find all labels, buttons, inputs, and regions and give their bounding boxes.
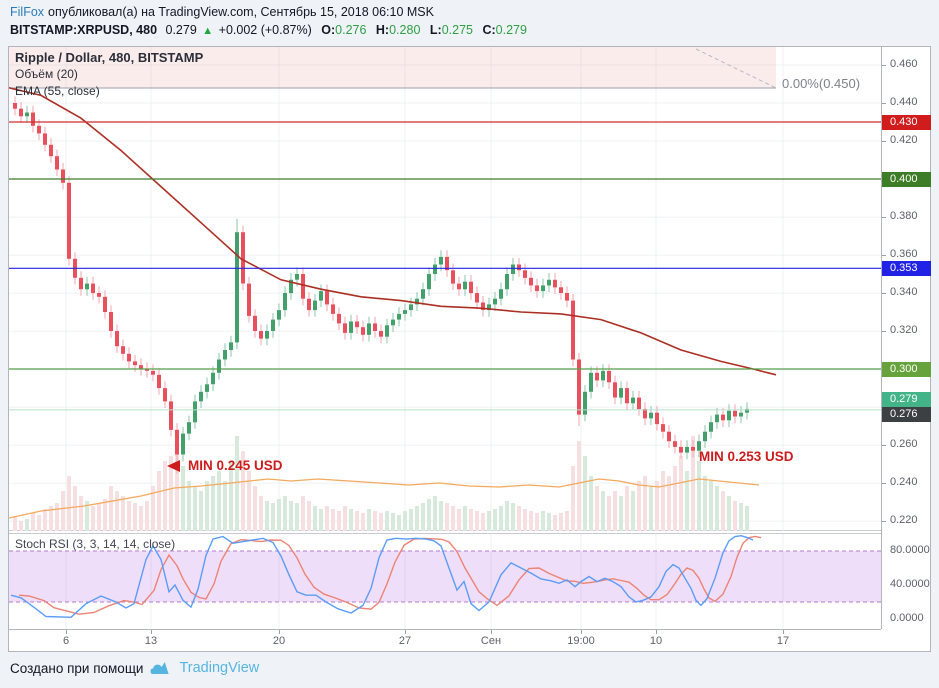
price-axis[interactable]: 0.460 0.440 0.420 0.380 0.360 0.340 0.320 0.260… bbox=[881, 47, 931, 629]
footer: Создано при помощи TradingView bbox=[10, 660, 259, 676]
publication-header: FilFox опубликовал(а) на TradingView.com,… bbox=[10, 5, 930, 37]
price-axis-label: 0.340 bbox=[890, 286, 918, 298]
price-axis-label: 0.220 bbox=[890, 514, 918, 526]
price-tick bbox=[882, 255, 886, 256]
price-axis-label: 0.460 bbox=[890, 58, 918, 70]
price-badge-0.279: 0.279 bbox=[882, 392, 931, 407]
low-label: L: bbox=[429, 23, 442, 37]
time-axis-label: 17 bbox=[776, 635, 790, 647]
high-value: 0.280 bbox=[389, 23, 421, 37]
price-change: +0.002 (+0.87%) bbox=[218, 23, 312, 37]
price-axis-label: 0.420 bbox=[890, 134, 918, 146]
time-axis-label: 6 bbox=[62, 635, 70, 647]
time-tick bbox=[783, 630, 784, 634]
time-axis-label: 10 bbox=[649, 635, 663, 647]
author-link[interactable]: FilFox bbox=[10, 5, 45, 19]
price-tick bbox=[882, 331, 886, 332]
time-axis-label: Сен bbox=[480, 635, 502, 647]
time-axis[interactable]: 6 13 20 27 Сен 19:00 10 17 bbox=[9, 629, 881, 651]
price-pane[interactable]: Ripple / Dollar, 480, BITSTAMP Объём (20… bbox=[9, 47, 881, 531]
close-value: 0.279 bbox=[495, 23, 527, 37]
time-axis-label: 19:00 bbox=[567, 635, 595, 647]
price-badge-0.430: 0.430 bbox=[882, 115, 931, 130]
close-label: C: bbox=[482, 23, 496, 37]
price-axis-label: 0.380 bbox=[890, 210, 918, 222]
price-badge-0.276: 0.276 bbox=[882, 407, 931, 422]
last-price: 0.279 bbox=[165, 23, 197, 37]
time-tick bbox=[66, 630, 67, 634]
pane-title: Ripple / Dollar, 480, BITSTAMP bbox=[15, 50, 204, 65]
price-axis-label: 0.360 bbox=[890, 248, 918, 260]
price-axis-label: 0.320 bbox=[890, 324, 918, 336]
low-value: 0.275 bbox=[441, 23, 473, 37]
price-tick bbox=[882, 445, 886, 446]
fib-level-label: 0.00%(0.450) bbox=[782, 76, 861, 91]
price-axis-label: 0.240 bbox=[890, 476, 918, 488]
annotation-min-0253: MIN 0.253 USD bbox=[699, 449, 794, 464]
high-label: H: bbox=[375, 23, 390, 37]
time-tick bbox=[405, 630, 406, 634]
time-axis-label: 13 bbox=[144, 635, 158, 647]
stoch-indicator-label[interactable]: Stoch RSI (3, 3, 14, 14, close) bbox=[15, 537, 176, 551]
stoch-rsi-pane[interactable]: Stoch RSI (3, 3, 14, 14, close) bbox=[9, 533, 881, 630]
price-tick bbox=[882, 483, 886, 484]
chart-container[interactable]: Ripple / Dollar, 480, BITSTAMP Объём (20… bbox=[8, 46, 931, 652]
stoch-axis-label: 80.0000 bbox=[890, 544, 930, 556]
candlestick-chart[interactable] bbox=[9, 47, 881, 531]
up-arrow-icon: ▲ bbox=[202, 25, 214, 37]
ema-indicator-label[interactable]: EMA (55, close) bbox=[15, 84, 100, 98]
stoch-axis-label: 40.0000 bbox=[890, 578, 930, 590]
time-tick bbox=[581, 630, 582, 634]
time-tick bbox=[491, 630, 492, 634]
volume-indicator-label[interactable]: Объём (20) bbox=[15, 67, 78, 81]
time-tick bbox=[279, 630, 280, 634]
open-label: O: bbox=[321, 23, 336, 37]
time-axis-label: 27 bbox=[398, 635, 412, 647]
annotation-min-0245: MIN 0.245 USD bbox=[167, 458, 283, 473]
time-tick bbox=[151, 630, 152, 634]
price-axis-label: 0.440 bbox=[890, 96, 918, 108]
price-tick bbox=[882, 103, 886, 104]
price-badge-0.300: 0.300 bbox=[882, 362, 931, 377]
price-tick bbox=[882, 65, 886, 66]
price-tick bbox=[882, 293, 886, 294]
price-badge-0.353: 0.353 bbox=[882, 261, 931, 276]
price-tick bbox=[882, 217, 886, 218]
symbol-status-line: BITSTAMP:XRPUSD, 480 0.279 ▲ +0.002 (+0.… bbox=[10, 23, 930, 37]
price-tick bbox=[882, 521, 886, 522]
price-badge-0.400: 0.400 bbox=[882, 172, 931, 187]
stoch-axis-label: 0.0000 bbox=[890, 612, 924, 624]
byline-text: опубликовал(а) на TradingView.com, Сентя… bbox=[48, 5, 434, 19]
footer-text: Создано при помощи bbox=[10, 660, 144, 676]
price-tick bbox=[882, 141, 886, 142]
open-value: 0.276 bbox=[335, 23, 367, 37]
price-axis-label: 0.260 bbox=[890, 438, 918, 450]
time-tick bbox=[656, 630, 657, 634]
left-arrow-icon bbox=[167, 459, 180, 472]
byline: FilFox опубликовал(а) на TradingView.com,… bbox=[10, 5, 930, 19]
stoch-rsi-chart[interactable] bbox=[9, 534, 881, 630]
tradingview-link[interactable]: TradingView bbox=[179, 660, 260, 676]
tradingview-logo-icon bbox=[150, 661, 170, 674]
symbol-name[interactable]: BITSTAMP:XRPUSD, 480 bbox=[10, 23, 158, 37]
time-axis-label: 20 bbox=[272, 635, 286, 647]
